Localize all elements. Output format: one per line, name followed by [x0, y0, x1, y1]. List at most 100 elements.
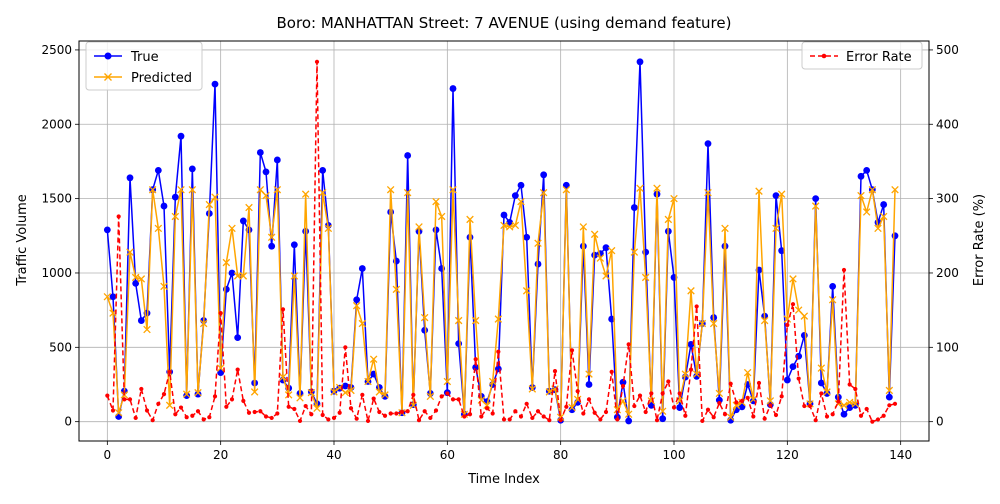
predicted-point: [562, 185, 571, 194]
true-point: [132, 279, 140, 287]
error-rate-point: [564, 404, 569, 409]
error-rate-point: [139, 386, 144, 392]
predicted-point: [228, 224, 236, 233]
predicted-point: [381, 391, 389, 399]
predicted-point: [568, 403, 576, 412]
predicted-point: [607, 246, 616, 255]
error-rate-line: [106, 61, 896, 423]
error-rate-point: [654, 418, 660, 423]
predicted-point: [670, 194, 678, 203]
error-rate-point: [467, 412, 473, 417]
y-axis-left-title: Traffic Volume: [15, 194, 30, 287]
error-rate-point: [615, 417, 620, 422]
predicted-point: [579, 223, 588, 231]
predicted-point: [494, 315, 503, 323]
true-point: [358, 265, 366, 272]
predicted-point: [256, 185, 265, 194]
predicted-point: [743, 368, 752, 377]
true-point: [857, 172, 865, 180]
predicted-point: [828, 295, 837, 304]
true-point: [239, 217, 247, 225]
error-rate-point: [535, 409, 541, 414]
error-rate-point: [694, 304, 699, 309]
predicted-point: [137, 275, 146, 283]
error-rate-point: [280, 307, 286, 312]
true-point: [585, 381, 593, 388]
error-rate-point: [870, 419, 875, 424]
error-rate-point: [751, 414, 756, 419]
error-rate-point: [501, 417, 507, 422]
error-rate-point: [207, 415, 212, 420]
y-left-tick-label: 1500: [41, 192, 72, 206]
true-point: [602, 244, 610, 252]
predicted-point: [194, 388, 202, 397]
x-tick-label: 60: [440, 448, 455, 462]
error-rate-point: [496, 349, 501, 354]
error-rate-point: [365, 418, 371, 424]
true-point: [217, 369, 225, 376]
error-rate-point: [688, 367, 694, 372]
predicted-point: [103, 293, 112, 301]
error-rate-point: [524, 401, 529, 406]
predicted-point: [488, 377, 497, 386]
predicted-point: [154, 224, 163, 233]
y-right-tick-label: 300: [936, 192, 959, 206]
predicted-point: [664, 215, 673, 224]
legend-true-predicted: True Predicted: [85, 41, 203, 91]
error-rate-point: [411, 392, 416, 398]
true-point: [704, 140, 712, 148]
error-rate-point: [819, 391, 824, 396]
legend-error-rate: Error Rate: [801, 41, 923, 70]
error-rate-point: [773, 412, 779, 418]
y-left-tick-label: 0: [64, 415, 72, 429]
true-point: [625, 417, 633, 425]
error-rate-point: [462, 414, 467, 419]
predicted-point: [534, 239, 542, 247]
error-rate-point: [314, 59, 320, 64]
true-point: [341, 382, 349, 390]
predicted-point: [171, 212, 180, 221]
error-rate-point: [830, 412, 835, 417]
true-point: [591, 251, 599, 259]
predicted-point: [273, 185, 282, 194]
predicted-point: [760, 316, 769, 325]
predicted-point: [556, 413, 565, 421]
predicted-point: [143, 325, 151, 334]
error-rate-point: [717, 400, 722, 406]
error-rate-point: [768, 403, 773, 408]
true-point: [273, 156, 281, 164]
error-rate-point: [269, 415, 274, 421]
error-rate-point: [156, 401, 161, 406]
predicted-point: [403, 188, 412, 197]
error-rate-point: [796, 376, 801, 381]
predicted-point: [602, 272, 610, 280]
error-rate-point: [711, 415, 716, 420]
predicted-point: [148, 185, 157, 194]
error-rate-point: [195, 409, 201, 414]
predicted-point: [653, 184, 661, 192]
error-rate-point: [122, 397, 127, 402]
error-rate-point: [241, 398, 246, 403]
error-rate-point: [190, 413, 195, 418]
true-point: [177, 132, 185, 140]
error-rate-point: [875, 417, 881, 422]
error-rate-point: [445, 391, 450, 396]
true-point: [222, 285, 230, 293]
true-point: [840, 410, 848, 418]
error-rate-point: [705, 407, 711, 412]
axis-layer: 0 20 40 60 80 100 120 140 0 500 1000 1500 2000 2500 0 1…: [41, 43, 958, 462]
error-rate-point: [836, 399, 841, 404]
y-right-tick-label: 400: [936, 117, 959, 131]
true-point: [126, 174, 134, 182]
predicted-point: [199, 319, 208, 328]
predicted-point: [879, 212, 888, 221]
y-left-tick-label: 500: [49, 340, 72, 354]
predicted-point: [806, 400, 814, 408]
error-rate-point: [660, 391, 665, 396]
predicted-point: [188, 185, 197, 194]
predicted-point: [772, 224, 780, 233]
predicted-point: [369, 355, 378, 363]
x-tick-label: 120: [776, 448, 799, 462]
predicted-point: [692, 370, 701, 378]
error-rate-point: [309, 412, 314, 417]
